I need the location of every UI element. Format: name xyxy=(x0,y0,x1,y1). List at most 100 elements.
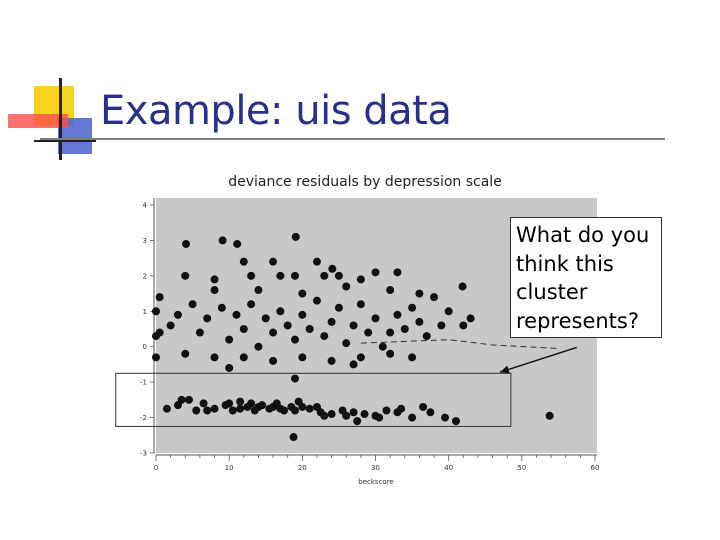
data-point xyxy=(218,236,227,245)
data-point xyxy=(236,404,245,413)
data-point xyxy=(162,404,171,413)
data-point xyxy=(400,325,409,333)
data-point xyxy=(298,402,307,411)
data-point xyxy=(181,271,190,280)
data-point xyxy=(327,356,336,365)
data-point xyxy=(393,268,402,277)
data-point xyxy=(247,399,256,408)
data-point xyxy=(458,282,467,291)
y-tick-label: 1 xyxy=(143,308,147,316)
data-point xyxy=(195,328,204,337)
data-point xyxy=(426,408,435,417)
data-point xyxy=(378,342,387,351)
data-point xyxy=(210,404,219,413)
data-point xyxy=(232,310,241,319)
data-point xyxy=(254,402,263,411)
data-point xyxy=(225,335,234,344)
data-point xyxy=(276,307,285,316)
data-point xyxy=(254,342,263,351)
data-point xyxy=(291,335,300,344)
data-point xyxy=(382,406,391,415)
data-point xyxy=(342,411,351,420)
data-point xyxy=(349,321,358,330)
upper-cluster-points xyxy=(152,232,475,383)
data-point xyxy=(233,239,242,248)
y-tick-label: 3 xyxy=(143,237,147,245)
data-point xyxy=(283,321,292,330)
data-point xyxy=(419,402,428,411)
data-point xyxy=(422,332,431,341)
data-point xyxy=(375,413,384,422)
data-point xyxy=(269,402,278,411)
x-tick-label: 40 xyxy=(444,464,453,472)
data-point xyxy=(239,257,248,266)
data-point xyxy=(210,353,219,362)
data-point xyxy=(430,293,439,302)
data-point xyxy=(152,307,160,316)
y-tick-label: 4 xyxy=(143,202,148,210)
data-point xyxy=(225,399,234,408)
data-point xyxy=(155,293,164,302)
y-tick-label: -3 xyxy=(140,450,147,458)
data-point xyxy=(166,321,175,330)
data-point xyxy=(393,408,402,417)
data-point xyxy=(247,271,256,280)
cluster-highlight-box xyxy=(115,372,512,427)
data-point xyxy=(210,286,219,295)
data-point xyxy=(328,264,337,273)
x-tick-label: 50 xyxy=(517,464,526,472)
x-tick-label: 10 xyxy=(225,464,234,472)
data-point xyxy=(459,321,468,330)
data-point xyxy=(210,275,219,284)
y-tick-label: 2 xyxy=(143,272,147,280)
data-point xyxy=(356,300,365,309)
callout-box: What do you think this cluster represent… xyxy=(510,217,662,338)
data-point xyxy=(173,310,182,319)
data-point xyxy=(386,286,395,295)
data-point xyxy=(276,271,285,280)
data-point xyxy=(356,353,365,362)
data-point xyxy=(437,321,446,330)
data-point xyxy=(312,296,321,305)
data-point xyxy=(261,314,270,323)
x-tick-label: 60 xyxy=(591,464,600,472)
data-point xyxy=(192,406,201,415)
title-rule xyxy=(40,138,665,140)
data-point xyxy=(342,339,351,348)
data-point xyxy=(320,271,329,280)
data-point xyxy=(305,404,314,413)
data-point xyxy=(342,282,351,291)
callout-arrow-head xyxy=(499,365,510,374)
data-point xyxy=(466,314,475,323)
data-point xyxy=(305,325,314,333)
data-point xyxy=(320,332,329,341)
slide-logo xyxy=(0,0,110,170)
data-point xyxy=(386,328,395,337)
data-point xyxy=(415,317,424,326)
data-point xyxy=(254,286,263,295)
data-point xyxy=(291,271,300,280)
y-tick-label: -2 xyxy=(140,414,147,422)
data-point xyxy=(184,395,193,404)
data-point xyxy=(177,395,186,404)
data-point xyxy=(236,397,245,406)
data-point xyxy=(203,314,212,323)
data-point xyxy=(349,360,358,369)
data-point xyxy=(199,399,208,408)
callout-arrow xyxy=(499,346,577,373)
data-point xyxy=(188,300,197,309)
data-point xyxy=(291,232,300,241)
data-point xyxy=(217,303,226,312)
data-point xyxy=(408,413,417,422)
data-point xyxy=(415,289,424,298)
x-tick-label: 0 xyxy=(154,464,158,472)
data-point xyxy=(353,417,362,426)
data-point xyxy=(298,310,307,319)
x-tick-label: 20 xyxy=(298,464,307,472)
data-point xyxy=(289,433,298,442)
logo-red-bar xyxy=(8,114,68,128)
data-point xyxy=(239,325,248,333)
data-point xyxy=(298,353,307,362)
x-axis-label: beckscore xyxy=(358,478,393,486)
data-point xyxy=(393,310,402,319)
